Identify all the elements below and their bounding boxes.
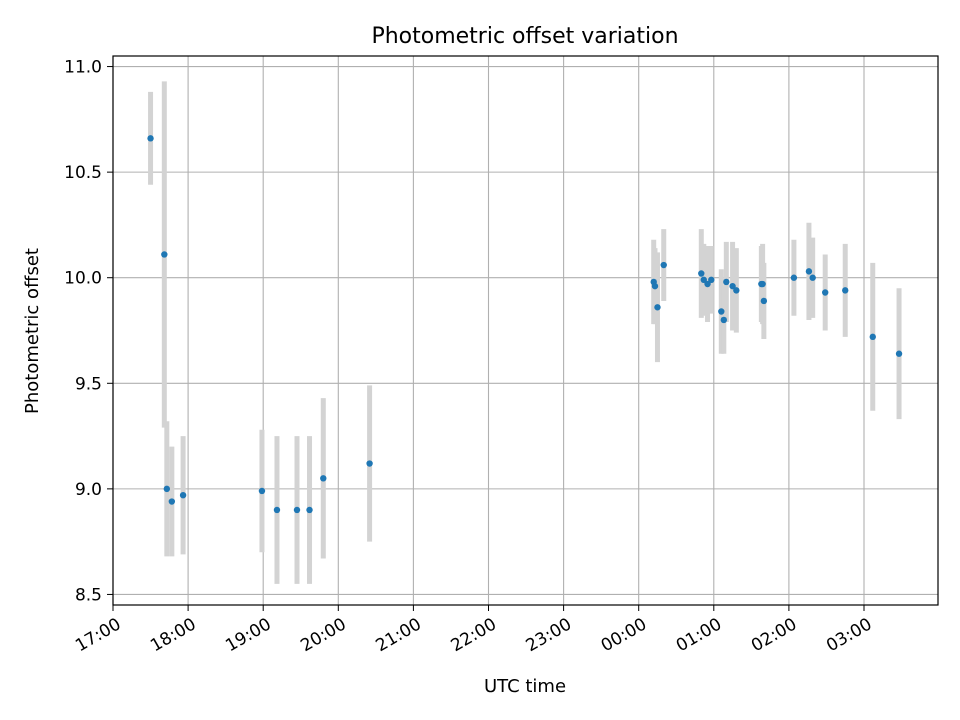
data-point — [273, 506, 281, 514]
y-tick-label: 10.0 — [64, 269, 102, 289]
data-point — [654, 304, 661, 311]
data-point — [366, 460, 373, 467]
data-point — [168, 498, 176, 505]
data-point — [708, 276, 715, 284]
x-axis-label: UTC time — [484, 676, 566, 697]
data-point — [760, 297, 768, 305]
data-point — [809, 274, 816, 281]
data-point — [805, 268, 813, 275]
data-point — [704, 280, 711, 288]
y-axis-ticks: 8.5 9.0 9.5 10.0 10.5 11.0 — [64, 58, 113, 605]
grid — [112, 56, 938, 605]
data-point — [147, 135, 154, 142]
chart-title: Photometric offset variation — [371, 24, 678, 49]
y-tick-label: 10.5 — [64, 163, 102, 183]
data-point — [161, 251, 168, 258]
data-point — [651, 282, 659, 290]
data-point — [163, 485, 171, 493]
data-point — [842, 287, 849, 294]
data-point — [723, 278, 730, 286]
data-point — [258, 487, 266, 495]
data-point — [179, 492, 187, 499]
data-point — [729, 282, 736, 290]
data-point — [759, 280, 766, 288]
data-point — [718, 308, 725, 315]
data-point — [720, 316, 728, 324]
data-point — [821, 289, 829, 296]
y-tick-label: 9.5 — [75, 374, 102, 394]
data-point — [869, 333, 876, 341]
y-axis-label: Photometric offset — [22, 248, 43, 414]
plot-area-frame — [112, 55, 939, 606]
data-point — [895, 350, 903, 357]
data-point — [700, 276, 707, 284]
data-point — [790, 274, 798, 281]
data-point — [660, 261, 667, 269]
y-tick-label: 11.0 — [64, 58, 102, 78]
y-tick-label: 8.5 — [75, 585, 102, 605]
data-point — [306, 506, 313, 514]
data-point — [293, 506, 301, 514]
data-point — [733, 287, 740, 294]
data-points — [147, 135, 903, 514]
data-point — [698, 270, 705, 277]
y-tick-label: 9.0 — [75, 480, 102, 500]
data-point — [320, 475, 327, 482]
